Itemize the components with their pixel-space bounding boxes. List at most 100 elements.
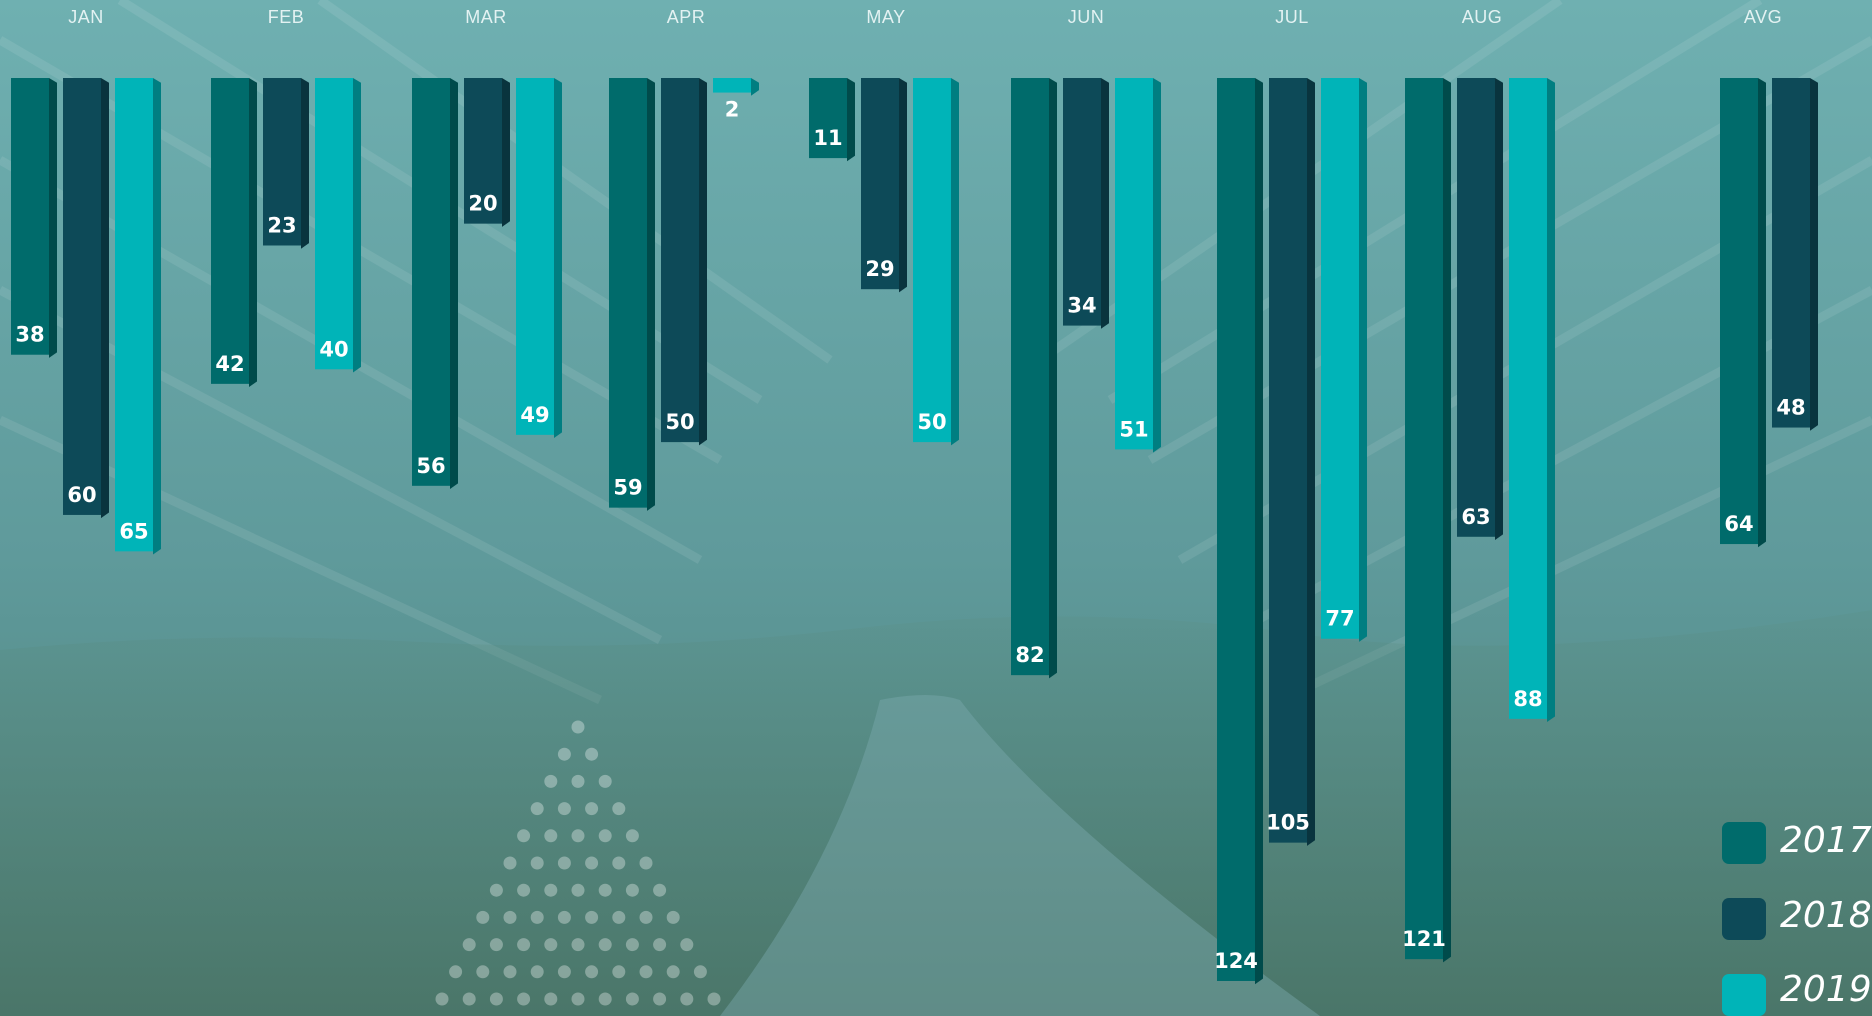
bar-avg-2017 [1720, 78, 1758, 545]
value-label-avg-2018: 48 [1776, 396, 1805, 420]
bar-side-feb-2017 [249, 78, 257, 388]
bar-mar-2019 [516, 78, 554, 435]
month-label-aug: AUG [1462, 7, 1503, 27]
bar-jun-2017 [1011, 78, 1049, 676]
decor-dot [585, 747, 599, 761]
decor-dot [544, 883, 558, 897]
decor-dot [571, 992, 585, 1006]
decor-dot [503, 965, 517, 979]
bar-side-feb-2018 [301, 78, 309, 249]
decor-dot [612, 802, 626, 816]
decor-dot [598, 938, 612, 952]
bar-side-jun-2019 [1153, 78, 1161, 453]
month-label-avg: AVG [1744, 7, 1782, 27]
legend-swatch-2017 [1722, 822, 1766, 864]
decor-dot [544, 992, 558, 1006]
bar-feb-2018 [263, 78, 301, 246]
value-label-jan-2019: 65 [119, 519, 148, 543]
decor-dot [666, 910, 680, 924]
bar-aug-2019 [1509, 78, 1547, 719]
value-label-apr-2018: 50 [665, 410, 694, 434]
decor-dot [571, 829, 585, 843]
bar-apr-2017 [609, 78, 647, 508]
decor-dot [598, 883, 612, 897]
decor-dot [449, 965, 463, 979]
decor-dot [625, 883, 639, 897]
decor-dot [571, 774, 585, 788]
decor-dot [666, 965, 680, 979]
bar-jun-2019 [1115, 78, 1153, 450]
decor-dot [625, 992, 639, 1006]
decor-dot [530, 856, 544, 870]
decor-dot [544, 938, 558, 952]
value-label-feb-2017: 42 [215, 352, 244, 376]
value-label-jul-2017: 124 [1214, 949, 1258, 973]
decor-dot [557, 910, 571, 924]
bar-feb-2019 [315, 78, 353, 370]
value-label-may-2019: 50 [917, 410, 946, 434]
decor-dot [639, 856, 653, 870]
decor-dot [585, 965, 599, 979]
bar-side-aug-2017 [1443, 78, 1451, 963]
decor-dot [598, 829, 612, 843]
value-label-jan-2017: 38 [15, 323, 44, 347]
bar-side-avg-2018 [1810, 78, 1818, 431]
decor-dot [517, 938, 531, 952]
decor-dot [530, 910, 544, 924]
bar-side-jul-2017 [1255, 78, 1263, 985]
value-label-avg-2017: 64 [1724, 512, 1753, 536]
legend-item-2019: 2019 [1722, 969, 1872, 1016]
bar-side-jun-2017 [1049, 78, 1057, 679]
bar-mar-2018 [464, 78, 502, 224]
legend-label-2018: 2018 [1780, 895, 1872, 936]
decor-dot [653, 883, 667, 897]
decor-dot [476, 965, 490, 979]
value-label-feb-2019: 40 [319, 337, 348, 361]
legend-swatch-2018 [1722, 898, 1766, 940]
bar-side-jun-2018 [1101, 78, 1109, 329]
value-label-may-2018: 29 [865, 257, 894, 281]
bar-side-mar-2018 [502, 78, 510, 227]
value-label-aug-2017: 121 [1402, 927, 1446, 951]
value-label-apr-2019: 2 [725, 98, 740, 122]
month-label-feb: FEB [268, 7, 305, 27]
decor-dot [571, 938, 585, 952]
bar-side-mar-2017 [450, 78, 458, 490]
value-label-jun-2018: 34 [1067, 294, 1096, 318]
decor-dot [517, 829, 531, 843]
decor-dot [598, 992, 612, 1006]
legend-label-2017: 2017 [1780, 820, 1872, 861]
legend-label-2019: 2019 [1780, 969, 1872, 1010]
bar-side-aug-2018 [1495, 78, 1503, 540]
decor-dot [639, 965, 653, 979]
value-label-jun-2019: 51 [1119, 417, 1148, 441]
month-label-jun: JUN [1068, 7, 1105, 27]
bar-may-2018 [861, 78, 899, 290]
bar-side-apr-2019 [751, 78, 759, 96]
decor-dot [557, 802, 571, 816]
decor-dot [680, 992, 694, 1006]
bar-mar-2017 [412, 78, 450, 486]
bar-side-may-2017 [847, 78, 855, 162]
decor-dot [544, 829, 558, 843]
bar-side-avg-2017 [1758, 78, 1766, 548]
dot-pattern [435, 720, 721, 1006]
bar-aug-2018 [1457, 78, 1495, 537]
decor-dot [476, 910, 490, 924]
bar-may-2017 [809, 78, 847, 159]
value-label-mar-2018: 20 [468, 192, 497, 216]
legend-item-2017: 2017 [1722, 820, 1872, 864]
decor-dot [489, 883, 503, 897]
decor-dot [530, 965, 544, 979]
decor-dot [530, 802, 544, 816]
value-label-apr-2017: 59 [613, 476, 642, 500]
month-label-jan: JAN [68, 7, 104, 27]
bar-side-jul-2018 [1307, 78, 1315, 846]
value-label-jun-2017: 82 [1015, 643, 1044, 667]
decor-dot [680, 938, 694, 952]
decor-dot [625, 938, 639, 952]
decor-dot [653, 992, 667, 1006]
legend-swatch-2019 [1722, 974, 1766, 1016]
decor-dot [435, 992, 449, 1006]
